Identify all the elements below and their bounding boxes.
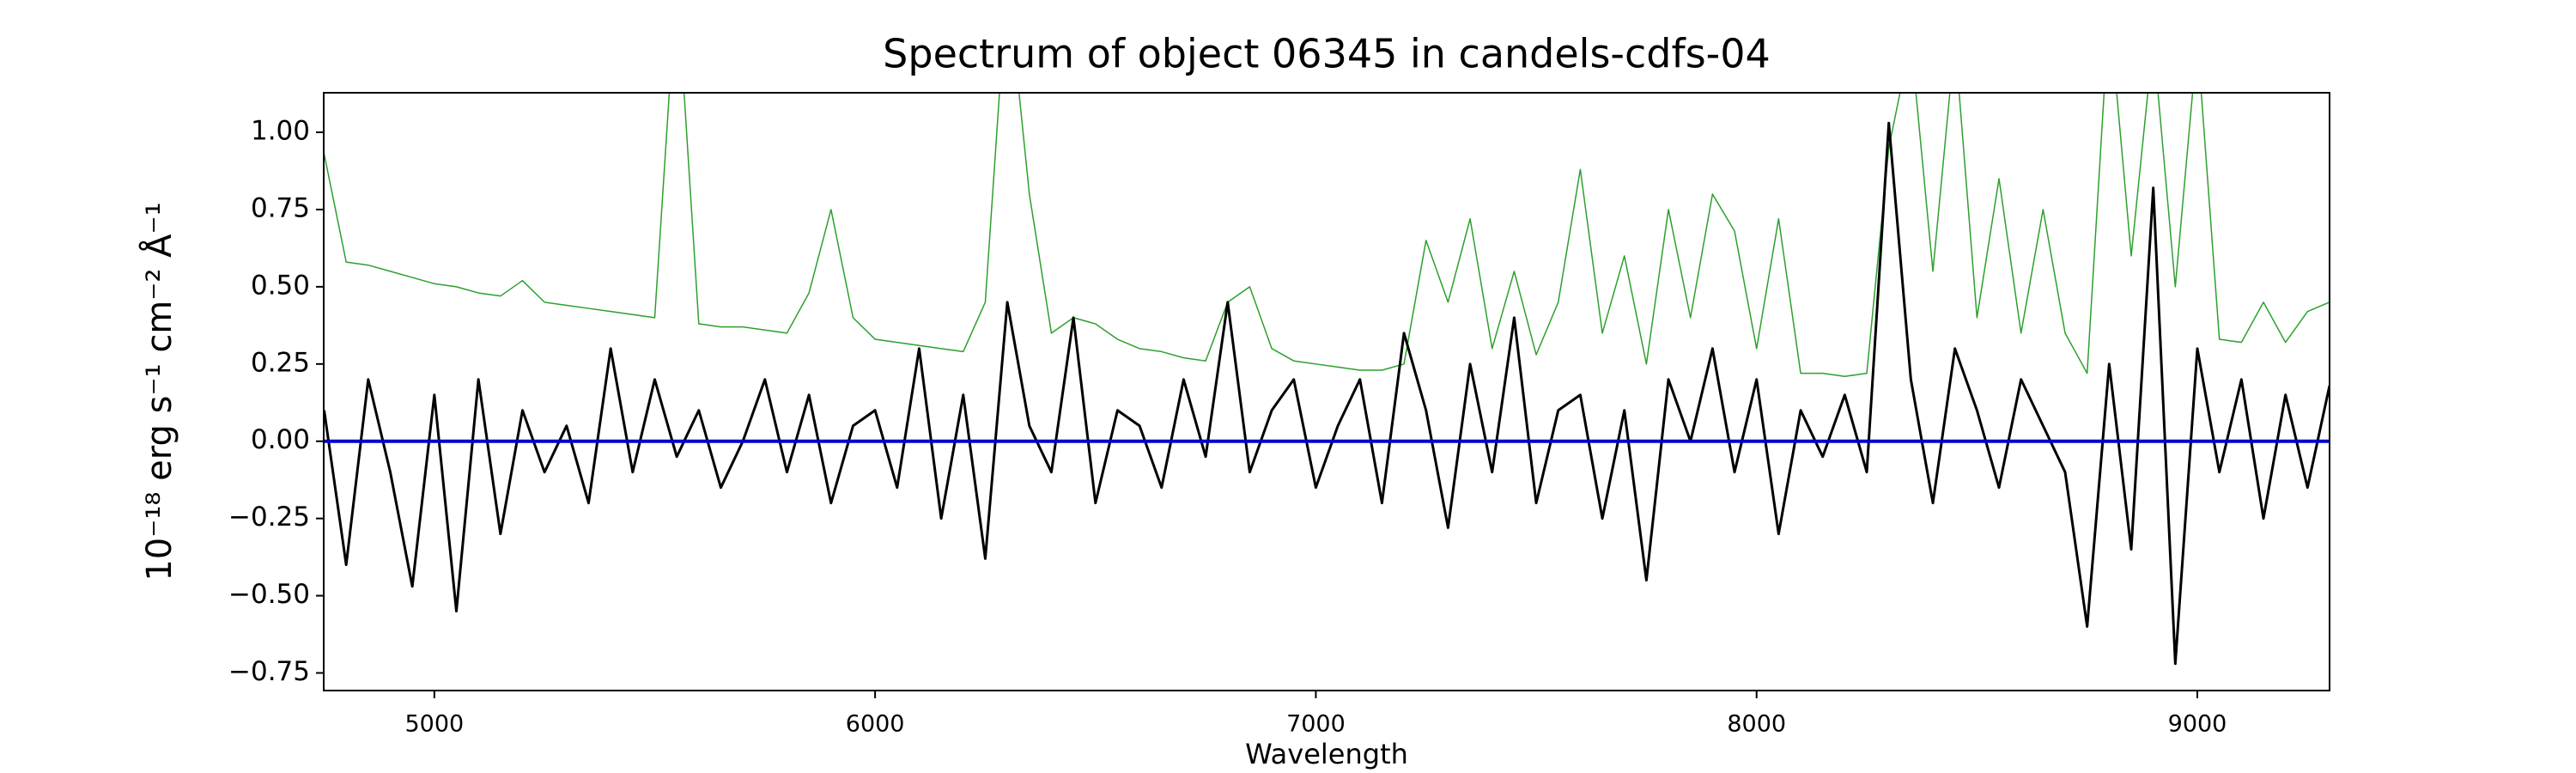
- x-tick-label: 6000: [846, 711, 905, 738]
- y-tick-label: −0.50: [228, 579, 310, 610]
- x-axis-label: Wavelength: [1245, 738, 1408, 770]
- y-tick-label: −0.25: [228, 502, 310, 533]
- chart-title: Spectrum of object 06345 in candels-cdfs…: [883, 31, 1771, 77]
- y-tick-label: 0.25: [251, 347, 310, 378]
- y-axis-label: 10⁻¹⁸ erg s⁻¹ cm⁻² Å⁻¹: [138, 202, 179, 581]
- y-tick-label: 1.00: [251, 116, 310, 147]
- spectrum-line: [324, 93, 2330, 377]
- x-tick-label: 5000: [404, 711, 464, 738]
- plot-frame: [323, 92, 2330, 691]
- x-tick-label: 9000: [2168, 711, 2227, 738]
- x-tick-label: 7000: [1286, 711, 1346, 738]
- y-tick-label: −0.75: [228, 656, 310, 687]
- x-tick-label: 8000: [1727, 711, 1786, 738]
- spectrum-line: [324, 121, 2330, 666]
- y-tick-label: 0.50: [251, 270, 310, 301]
- y-tick-label: 0.75: [251, 192, 310, 223]
- y-tick-label: 0.00: [251, 424, 310, 455]
- plot-area: [324, 93, 2330, 666]
